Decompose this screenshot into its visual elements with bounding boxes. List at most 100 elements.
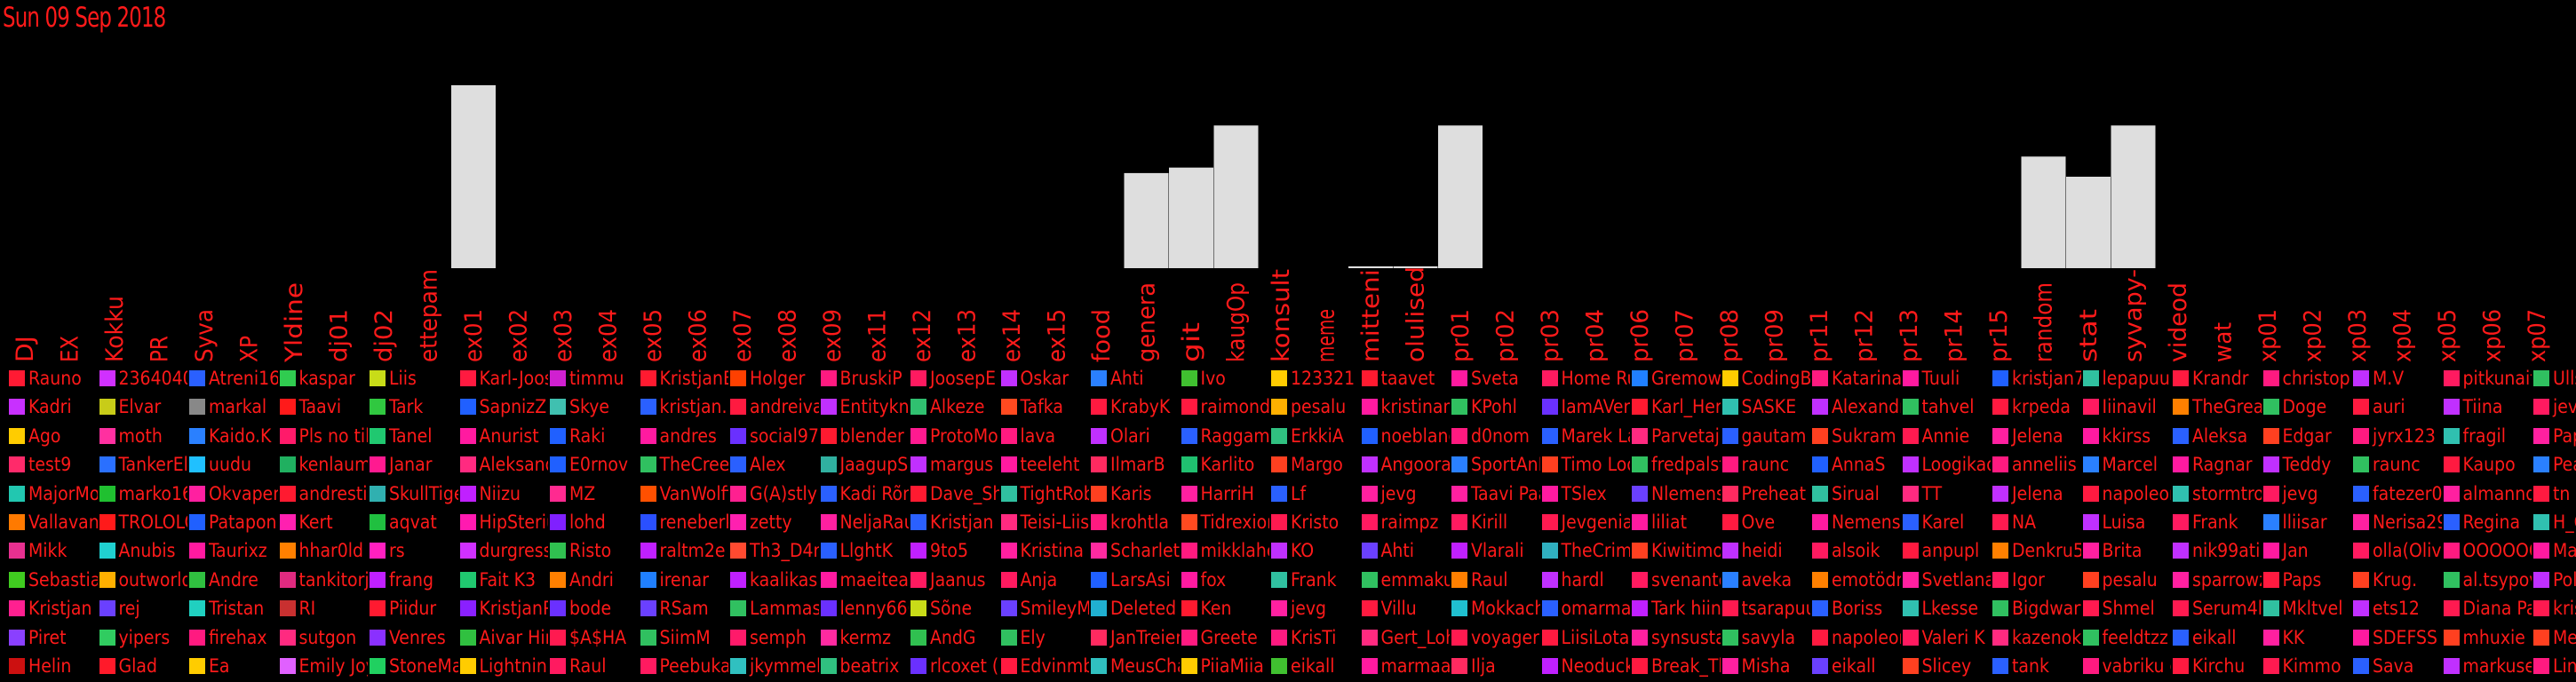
legend-name: eikall	[1291, 655, 1335, 677]
legend-swatch	[459, 658, 476, 674]
legend-name: krohtla	[1110, 512, 1170, 533]
legend-name: Vlarali	[1471, 540, 1524, 562]
legend-swatch	[459, 571, 476, 588]
legend-item: Piidur	[370, 594, 458, 623]
legend-swatch	[1181, 485, 1197, 502]
legend-name: omarmahl	[1561, 598, 1631, 620]
legend-swatch	[2262, 543, 2279, 559]
legend-item: Th3_D4ngerr	[730, 536, 819, 565]
legend-item: Ahti	[1361, 536, 1451, 565]
legend-name: Lightning	[479, 655, 549, 677]
legend-name: Kadi Rõn	[839, 482, 910, 504]
legend-swatch	[1091, 399, 1107, 416]
legend-name: Scharlett	[1110, 540, 1180, 562]
legend-name: Kadri	[28, 396, 72, 418]
legend-item: kristel	[2533, 594, 2576, 623]
legend-swatch	[1181, 456, 1197, 473]
legend-item: krpeda	[1992, 393, 2081, 421]
legend-name: raimondl	[1200, 396, 1270, 418]
legend-item: SportAnLife	[1451, 450, 1540, 479]
legend-item: Edgar	[2262, 422, 2352, 450]
legend-name: JanTreier	[1110, 626, 1180, 648]
legend-swatch	[1451, 571, 1467, 588]
tick-label-pr15: pr15	[1985, 309, 2013, 362]
legend-item: eikall	[2173, 623, 2262, 652]
legend-name: olla(Oliver	[2373, 540, 2442, 562]
legend-swatch	[1902, 571, 1919, 588]
legend-swatch	[2262, 658, 2279, 674]
legend-item: lohd	[550, 508, 639, 536]
legend-name: Raggamas	[1200, 424, 1270, 447]
legend-name: Tristan	[209, 598, 265, 620]
legend-swatch	[1992, 427, 2008, 444]
legend-item: semph	[730, 623, 819, 652]
legend-item: Kristo	[1271, 508, 1360, 536]
legend-name: andres	[659, 424, 717, 447]
legend-name: Alexandra	[1832, 396, 1901, 418]
legend-name: KristjanEmil	[659, 368, 729, 389]
legend-swatch	[1541, 456, 1558, 473]
legend-name: kaalikas	[750, 568, 818, 591]
legend-name: Nlemensfs	[1651, 482, 1721, 504]
legend-swatch	[1812, 543, 1828, 559]
legend-swatch	[1000, 427, 1017, 444]
legend-swatch	[279, 399, 296, 416]
tick-label-random: random	[2031, 282, 2058, 362]
legend-item: KrisTi	[1271, 623, 1360, 652]
legend-item: Nlemensfs	[1632, 480, 1721, 508]
legend-name: Mokkachino	[1471, 598, 1540, 620]
legend-swatch	[2443, 629, 2460, 646]
legend-swatch	[730, 399, 746, 416]
legend-name: Karl-Joosep	[479, 368, 549, 389]
bar-stat	[2066, 177, 2111, 268]
legend-item: nik99atin	[2173, 536, 2262, 565]
legend-swatch	[1632, 456, 1648, 473]
legend-name: E0rnov	[569, 454, 629, 476]
tick-label-ex11: ex11	[864, 309, 892, 362]
legend-swatch	[1721, 514, 1738, 530]
legend-swatch	[820, 514, 837, 530]
legend-item: Kirchu	[2173, 652, 2262, 680]
legend-name: Polina	[2553, 568, 2576, 591]
legend-name: TheCreepy	[659, 454, 729, 476]
legend-item: Oskar	[1000, 364, 1090, 393]
legend-swatch	[1632, 629, 1648, 646]
legend-swatch	[99, 629, 115, 646]
legend-name: Krandr	[2192, 368, 2249, 389]
legend-item: eikall	[1271, 652, 1360, 680]
legend-item: Tanel	[370, 422, 458, 450]
legend-name: outworld	[118, 568, 188, 591]
legend-swatch	[99, 485, 115, 502]
tick-label-syvapy-: syvapy-	[2120, 269, 2148, 362]
legend-item: napoleon	[2082, 480, 2171, 508]
legend-name: NA	[2012, 512, 2037, 533]
legend-swatch	[820, 571, 837, 588]
legend-swatch	[2262, 456, 2279, 473]
legend-item: eikall	[1812, 652, 1901, 680]
legend-swatch	[2353, 629, 2369, 646]
legend-name: markusey	[2462, 655, 2532, 677]
legend-name: Brita	[2102, 540, 2143, 562]
legend-name: TROLOLOLOL	[118, 512, 188, 533]
legend-item: Emily Joy	[279, 652, 368, 680]
legend-name: Sukram	[1832, 424, 1896, 447]
legend-name: Meeri	[2553, 626, 2576, 648]
legend-item: Taurixz	[189, 536, 278, 565]
legend-swatch	[279, 514, 296, 530]
tick-label-dj02: dj02	[370, 309, 398, 362]
legend-name: Diana Pac	[2462, 598, 2532, 620]
legend-item: jevg	[1271, 594, 1360, 623]
legend-item: kristinams	[1361, 393, 1450, 421]
legend-item: tn	[2533, 480, 2576, 508]
legend-item: Kirill	[1451, 508, 1540, 536]
legend-name: kristjan.	[659, 396, 727, 418]
legend-name: kenlaumets	[298, 454, 369, 476]
legend-item: rs	[370, 536, 458, 565]
legend-name: MeusChap	[1110, 655, 1180, 677]
legend-item: Raul	[550, 652, 639, 680]
legend-item: andrestim	[279, 480, 368, 508]
legend-item: al.tsypov	[2443, 566, 2532, 594]
legend-item: Tark	[370, 393, 458, 421]
legend-name: anpupl	[1921, 540, 1980, 562]
legend-item: feeldtzz	[2082, 623, 2172, 652]
